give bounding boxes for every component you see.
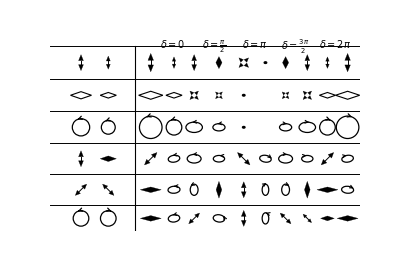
Polygon shape [194,91,198,95]
Polygon shape [305,55,310,61]
Polygon shape [148,65,154,72]
Polygon shape [319,93,336,98]
Polygon shape [282,57,289,69]
Text: $\delta=\frac{\pi}{2}$: $\delta=\frac{\pi}{2}$ [202,38,226,55]
Polygon shape [216,181,222,198]
Polygon shape [304,181,310,198]
Polygon shape [280,213,285,218]
Polygon shape [244,63,248,67]
Polygon shape [70,92,92,99]
Polygon shape [321,159,327,165]
Polygon shape [194,96,198,100]
Text: $\delta=2\pi$: $\delta=2\pi$ [319,38,351,50]
Polygon shape [82,184,87,189]
Polygon shape [78,161,84,167]
Polygon shape [148,53,154,60]
Polygon shape [337,216,358,221]
Polygon shape [239,58,244,62]
Polygon shape [282,92,285,95]
Polygon shape [106,64,110,69]
Polygon shape [241,192,246,198]
Polygon shape [140,216,161,221]
Polygon shape [239,63,244,67]
Polygon shape [308,96,312,100]
Polygon shape [190,91,194,95]
Polygon shape [305,65,310,71]
Polygon shape [216,95,219,99]
Polygon shape [216,92,219,95]
Polygon shape [238,153,243,158]
Polygon shape [109,190,114,196]
Polygon shape [102,184,108,189]
Polygon shape [336,91,360,99]
Circle shape [264,62,267,63]
Text: $\delta=\pi$: $\delta=\pi$ [242,38,268,50]
Polygon shape [139,91,163,99]
Polygon shape [100,93,116,98]
Polygon shape [345,65,350,72]
Polygon shape [286,92,289,95]
Polygon shape [151,153,157,158]
Polygon shape [172,57,176,61]
Polygon shape [244,58,248,62]
Polygon shape [241,182,246,188]
Polygon shape [241,220,246,226]
Polygon shape [282,95,285,99]
Polygon shape [78,55,84,61]
Polygon shape [219,95,222,99]
Polygon shape [326,64,329,68]
Polygon shape [328,153,334,158]
Polygon shape [190,96,194,100]
Polygon shape [216,57,222,69]
Polygon shape [286,95,289,99]
Polygon shape [308,91,312,95]
Polygon shape [192,65,196,71]
Polygon shape [166,93,182,98]
Polygon shape [326,57,329,61]
Polygon shape [303,91,307,95]
Polygon shape [106,56,110,61]
Polygon shape [195,213,200,218]
Polygon shape [100,156,116,161]
Polygon shape [308,219,312,223]
Polygon shape [172,64,176,68]
Polygon shape [78,151,84,157]
Polygon shape [192,55,196,61]
Polygon shape [78,65,84,71]
Polygon shape [75,190,80,196]
Polygon shape [303,96,307,100]
Circle shape [242,94,245,96]
Polygon shape [241,210,246,216]
Polygon shape [345,53,350,60]
Polygon shape [317,187,338,193]
Polygon shape [189,219,194,224]
Polygon shape [140,187,161,193]
Polygon shape [219,92,222,95]
Text: $\delta=\frac{3\pi}{2}$: $\delta=\frac{3\pi}{2}$ [281,38,309,56]
Circle shape [242,127,245,128]
Polygon shape [303,214,307,218]
Polygon shape [286,219,291,224]
Polygon shape [320,216,334,221]
Text: $\delta=0$: $\delta=0$ [160,38,185,50]
Polygon shape [144,159,150,165]
Polygon shape [244,159,250,165]
